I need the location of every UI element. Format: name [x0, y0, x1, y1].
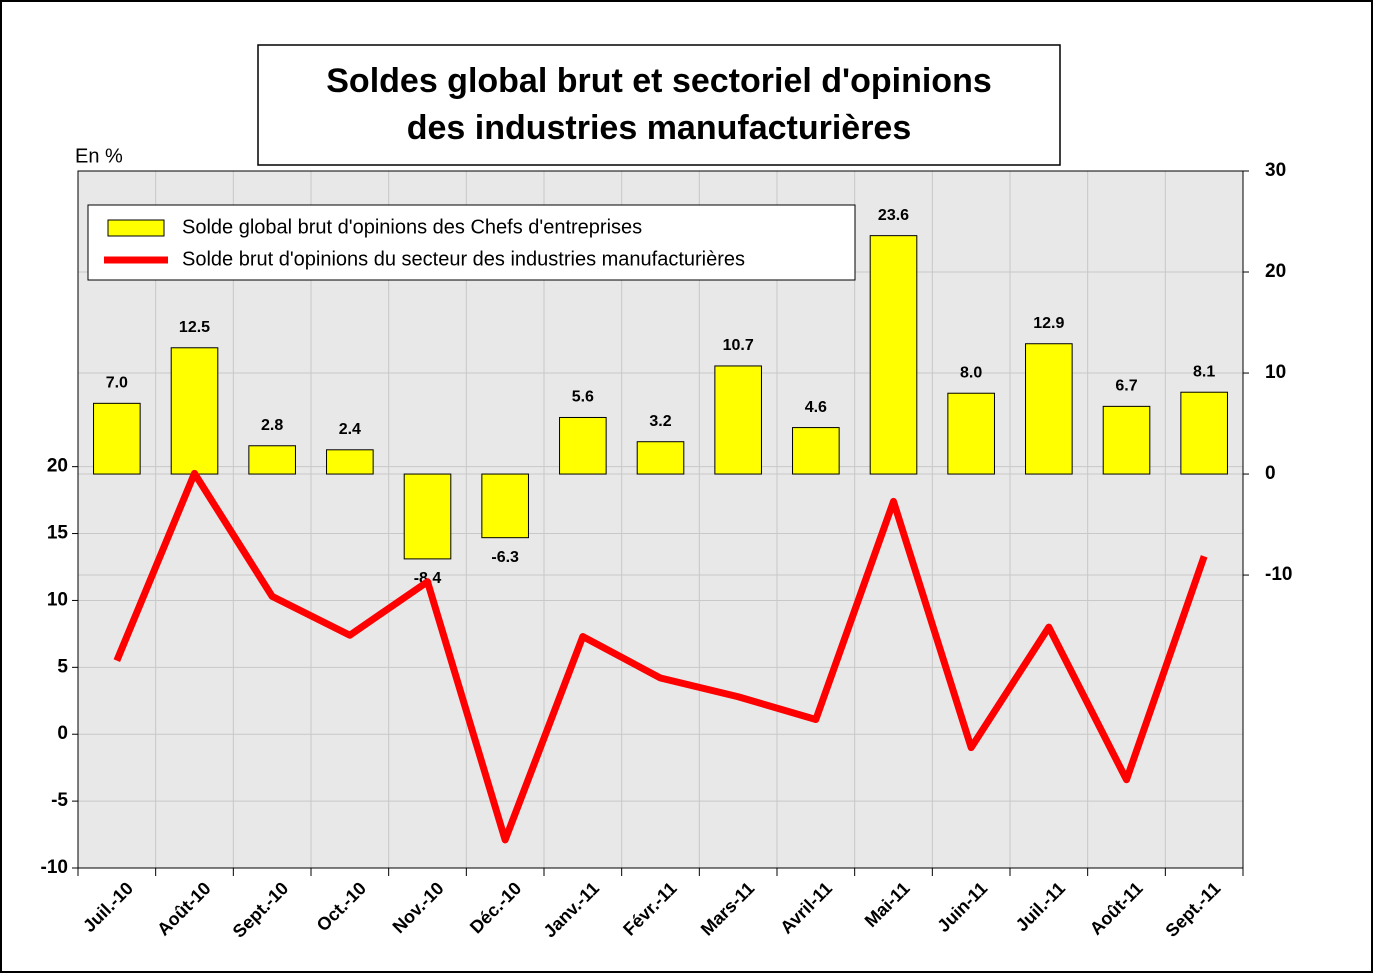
- y2-tick-label: 0: [1265, 463, 1276, 484]
- data-label: 12.9: [1033, 315, 1064, 332]
- legend: [87, 204, 856, 281]
- line: [113, 469, 1208, 844]
- data-label: 2.8: [261, 417, 283, 434]
- title-box: [257, 44, 1061, 166]
- y2-tick-label: 10: [1265, 362, 1286, 383]
- bar: [170, 347, 219, 475]
- y-tick-label: -10: [41, 857, 68, 878]
- y2-tick-label: 30: [1265, 160, 1286, 181]
- legend-swatch: [107, 219, 165, 237]
- data-label: 5.6: [572, 389, 594, 406]
- bar: [248, 445, 296, 475]
- plot-area: [78, 171, 1243, 868]
- data-label: 10.7: [723, 337, 754, 354]
- bar: [869, 235, 918, 475]
- y-tick-label: 20: [47, 456, 68, 477]
- data-label: -6.3: [491, 549, 519, 566]
- data-label: 2.4: [339, 421, 361, 438]
- data-label: 3.2: [649, 413, 671, 430]
- y2-tick-label: 20: [1265, 261, 1286, 282]
- bar: [1180, 391, 1228, 475]
- bar: [636, 441, 685, 475]
- chart-title: Soldes global brut et sectoriel d'opinio…: [326, 62, 992, 100]
- data-label: 6.7: [1115, 378, 1137, 395]
- y2-tick-label: -10: [1265, 564, 1292, 585]
- y-tick-label: 5: [57, 656, 68, 677]
- data-label: 12.5: [179, 319, 210, 336]
- bar: [559, 416, 607, 475]
- y-axis-label: En %: [75, 145, 123, 167]
- y-tick-label: -5: [51, 790, 68, 811]
- data-label: 23.6: [878, 207, 909, 224]
- y-tick-label: 10: [47, 589, 68, 610]
- data-label: 4.6: [805, 399, 827, 416]
- chart-title: des industries manufacturières: [407, 109, 912, 147]
- bar: [792, 427, 840, 475]
- bar: [481, 473, 529, 539]
- legend-label: Solde global brut d'opinions des Chefs d…: [182, 216, 642, 238]
- bar: [1025, 343, 1073, 475]
- data-label: 8.1: [1193, 363, 1215, 380]
- bar: [947, 392, 995, 475]
- y-tick-label: 0: [57, 723, 68, 744]
- data-label: 8.0: [960, 364, 982, 381]
- bar: [93, 402, 141, 475]
- bar: [403, 473, 452, 560]
- legend-label: Solde brut d'opinions du secteur des ind…: [182, 248, 745, 270]
- bar: [326, 449, 374, 475]
- plot-border: [77, 170, 1244, 869]
- data-label: 7.0: [106, 375, 128, 392]
- bar: [714, 365, 762, 475]
- bar: [1102, 405, 1151, 475]
- y-tick-label: 15: [47, 523, 69, 544]
